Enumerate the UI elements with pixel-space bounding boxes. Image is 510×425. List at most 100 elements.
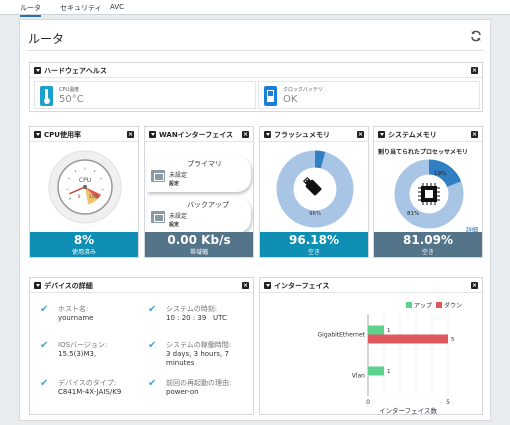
wan-footer: 0.00 Kb/s 帯域幅 [145,232,253,257]
thermometer-icon [40,86,53,106]
wan-backup-box[interactable]: バックアップ 未設定 設定 [147,197,251,233]
card-title: WANインターフェイス [159,131,234,139]
sysmem-used-label: 19% [434,171,446,177]
card-title: CPU使用率 [44,131,81,139]
title-divider [26,50,484,51]
cpu-temp-box: CPU温度 50°C [34,81,256,109]
card-header: フラッシュメモリ × [260,127,368,142]
detail-value: yourname [58,314,94,322]
refresh-icon[interactable] [470,30,482,42]
usb-drive-icon [302,176,322,196]
legend-label-1: ダウン [444,302,462,310]
detail-label: ホスト名: [58,305,89,313]
processor-chip-icon [418,183,440,205]
wan-bandwidth-caption: 帯域幅 [189,249,208,256]
x-tick-label-5: 5 [446,399,450,406]
cpu-usage-caption: 使用済み [71,249,96,256]
detail-value: C841M-4X-JAIS/K9 [58,388,122,396]
gauge-needle [69,186,86,195]
wan-primary-box[interactable]: プライマリ 未設定 設定 [147,156,251,192]
card-header: システムメモリ × [374,127,482,142]
detail-label: デバイスのタイプ: [58,379,117,387]
cpu-usage-card: CPU使用率 × CPU 0 100 8% [29,126,139,258]
detail-value: 3 days, 3 hours, 7 minutes [166,350,229,367]
card-header: ハードウェアヘルス × [30,63,482,78]
sysmem-free-value: 81.09% [403,233,453,247]
gauge-cpu-label: CPU [79,177,91,184]
collapse-icon[interactable] [34,67,41,74]
legend-swatch-1 [436,302,442,308]
device-details-card: デバイスの詳細 × ✔ ホスト名: yourname ✔ システムの時刻: 10… [29,277,254,415]
top-tab-bar: ルータ セキュリティ AVC [0,0,510,17]
page-title: ルータ [28,32,65,46]
collapse-icon[interactable] [378,131,385,138]
bar-1-0 [368,366,384,376]
flash-used-slice [314,150,326,169]
close-icon[interactable]: × [357,131,364,138]
cpu-usage-footer: 8% 使用済み [30,232,138,257]
check-icon: ✔ [148,378,157,389]
card-header: WANインターフェイス × [145,127,253,142]
gauge-max-label: 100 [89,194,98,200]
collapse-icon[interactable] [264,131,271,138]
ethernet-port-icon [151,170,165,182]
card-title: システムメモリ [388,131,437,139]
check-icon: ✔ [148,304,157,315]
wan-backup-config-link[interactable]: 設定 [169,222,180,228]
flash-memory-card: フラッシュメモリ × 96% 96.18% 空き [259,126,369,258]
close-icon[interactable]: × [471,282,478,289]
wan-bandwidth-value: 0.00 Kb/s [167,233,231,247]
collapse-icon[interactable] [149,131,156,138]
clock-battery-value: OK [283,94,298,105]
sysmem-subtitle: 割り当てられたプロセッサメモリ [378,149,469,156]
card-title: インターフェイス [274,282,330,290]
sysmem-details-link[interactable]: 詳細 [465,227,478,234]
wan-backup-title: バックアップ [187,201,229,209]
wan-backup-status: 未設定 [169,213,188,220]
bar-0-0 [368,325,384,335]
sysmem-free-caption: 空き [421,249,434,256]
close-icon[interactable]: × [127,131,134,138]
cpu-usage-value: 8% [73,233,95,247]
battery-icon [264,86,277,106]
bar-0-1 [368,334,448,344]
category-label-0: GigabitEthernet [318,332,366,339]
card-title: デバイスの詳細 [44,282,93,290]
x-tick-label-0: 0 [366,399,370,406]
collapse-icon[interactable] [34,131,41,138]
close-icon[interactable]: × [242,131,249,138]
collapse-icon[interactable] [264,282,271,289]
detail-label: システムの稼働時間: [166,341,232,349]
card-header: インターフェイス × [260,278,482,293]
sysmem-donut-chart: 19% 81% [394,159,464,229]
card-header: CPU使用率 × [30,127,138,142]
legend-swatch-0 [406,302,412,308]
dashboard-panel: ルータ ハードウェアヘルス × CPU温度 50°C クロックバッテリ [19,19,491,421]
gauge-zero-label: 0 [78,194,81,200]
detail-value: power-on [166,388,199,396]
tab-router[interactable]: ルータ [20,3,41,17]
cpu-temp-label: CPU温度 [59,87,80,93]
tab-avc[interactable]: AVC [110,3,125,11]
check-icon: ✔ [40,304,49,315]
cpu-temp-value: 50°C [59,94,84,105]
system-memory-card: システムメモリ × 割り当てられたプロセッサメモリ 19% 81% 詳細 81. [373,126,483,258]
tab-security[interactable]: セキュリティ [60,4,102,12]
sysmem-free-label: 81% [407,211,419,217]
card-header: デバイスの詳細 × [30,278,253,293]
wan-primary-config-link[interactable]: 設定 [169,181,180,187]
wan-primary-title: プライマリ [187,160,222,168]
close-icon[interactable]: × [471,131,478,138]
check-icon: ✔ [40,378,49,389]
flash-free-value: 96.18% [289,233,339,247]
close-icon[interactable]: × [242,282,249,289]
collapse-icon[interactable] [34,282,41,289]
hardware-health-card: ハードウェアヘルス × CPU温度 50°C クロックバッテリ OK [29,62,483,112]
category-label-1: Vlan [352,373,365,380]
wan-interface-card: WANインターフェイス × プライマリ 未設定 設定 バックアップ 未設定 設定… [144,126,254,258]
detail-value: 15.5(3)M3, [58,350,97,358]
card-title: フラッシュメモリ [274,131,330,139]
check-icon: ✔ [40,340,49,351]
interfaces-bar-chart: アップ ダウン 0 5 GigabitEthernet 1 5 Vlan 1 インターフェイス数 [318,302,463,415]
close-icon[interactable]: × [471,67,478,74]
